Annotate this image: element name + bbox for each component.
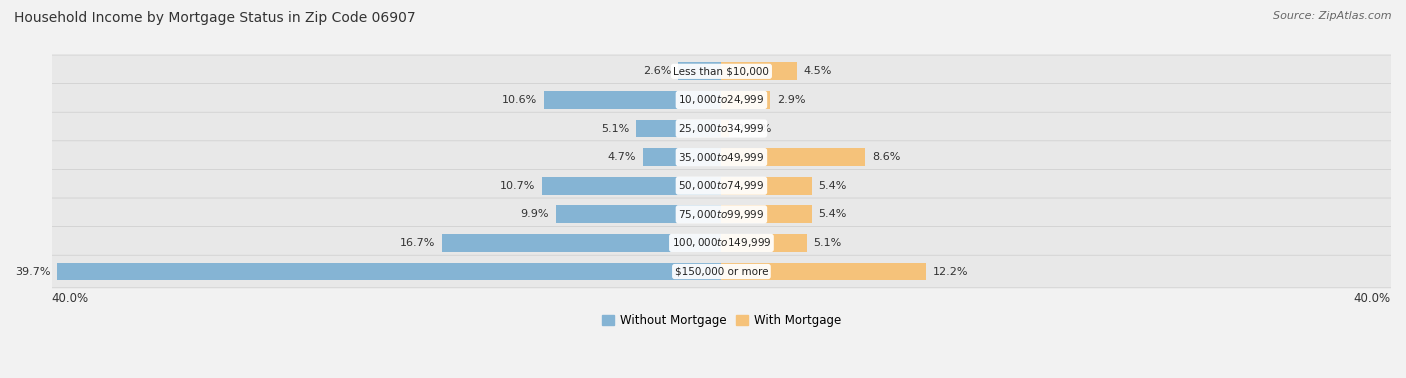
FancyBboxPatch shape (49, 112, 1393, 145)
Text: 9.9%: 9.9% (520, 209, 548, 219)
Text: 5.4%: 5.4% (818, 181, 846, 191)
FancyBboxPatch shape (49, 169, 1393, 202)
Text: $75,000 to $99,999: $75,000 to $99,999 (678, 208, 765, 221)
Bar (678, 62, 721, 80)
Bar (721, 177, 811, 195)
Bar (721, 120, 730, 137)
Text: 16.7%: 16.7% (399, 238, 436, 248)
FancyBboxPatch shape (49, 227, 1393, 259)
Bar (721, 206, 811, 223)
Bar (721, 263, 925, 280)
FancyBboxPatch shape (49, 84, 1393, 116)
Text: $35,000 to $49,999: $35,000 to $49,999 (678, 150, 765, 164)
Text: 4.5%: 4.5% (803, 66, 832, 76)
Text: 4.7%: 4.7% (607, 152, 636, 162)
Text: 5.4%: 5.4% (818, 209, 846, 219)
Bar (721, 62, 797, 80)
FancyBboxPatch shape (49, 141, 1393, 174)
Text: 5.1%: 5.1% (814, 238, 842, 248)
Text: Household Income by Mortgage Status in Zip Code 06907: Household Income by Mortgage Status in Z… (14, 11, 416, 25)
Text: Less than $10,000: Less than $10,000 (673, 66, 769, 76)
FancyBboxPatch shape (49, 255, 1393, 288)
Text: $100,000 to $149,999: $100,000 to $149,999 (672, 236, 770, 249)
Bar (555, 206, 721, 223)
Bar (721, 91, 770, 109)
Bar (441, 234, 721, 252)
Legend: Without Mortgage, With Mortgage: Without Mortgage, With Mortgage (598, 310, 845, 332)
Text: 40.0%: 40.0% (1354, 292, 1391, 305)
Bar (721, 234, 807, 252)
Bar (636, 120, 721, 137)
FancyBboxPatch shape (49, 198, 1393, 231)
Text: 12.2%: 12.2% (932, 266, 967, 277)
Text: $10,000 to $24,999: $10,000 to $24,999 (678, 93, 765, 107)
Text: $50,000 to $74,999: $50,000 to $74,999 (678, 179, 765, 192)
Bar (544, 91, 721, 109)
Bar (721, 148, 865, 166)
Bar (56, 263, 721, 280)
FancyBboxPatch shape (49, 55, 1393, 88)
Text: 5.1%: 5.1% (602, 124, 630, 133)
Text: 2.9%: 2.9% (776, 95, 806, 105)
Bar (543, 177, 721, 195)
Text: 10.6%: 10.6% (502, 95, 537, 105)
Text: 2.6%: 2.6% (643, 66, 671, 76)
Text: 39.7%: 39.7% (14, 266, 51, 277)
Text: Source: ZipAtlas.com: Source: ZipAtlas.com (1274, 11, 1392, 21)
Text: $150,000 or more: $150,000 or more (675, 266, 768, 277)
Bar (643, 148, 721, 166)
Text: 10.7%: 10.7% (501, 181, 536, 191)
Text: 0.46%: 0.46% (735, 124, 772, 133)
Text: 8.6%: 8.6% (872, 152, 900, 162)
Text: 40.0%: 40.0% (52, 292, 89, 305)
Text: $25,000 to $34,999: $25,000 to $34,999 (678, 122, 765, 135)
